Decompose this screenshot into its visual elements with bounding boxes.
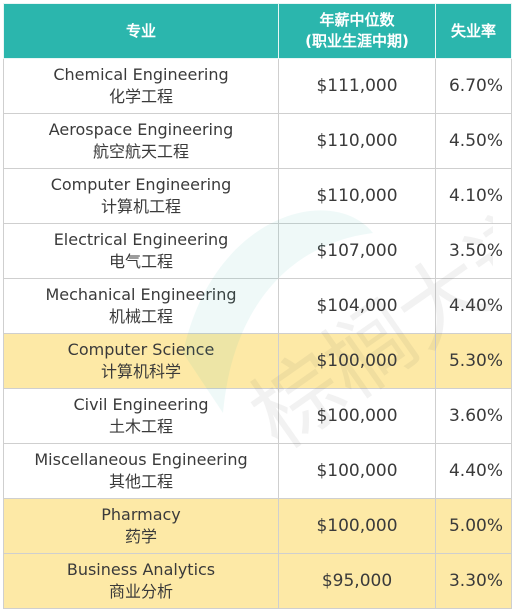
major-cell: Pharmacy 药学	[3, 498, 279, 554]
major-cell: Electrical Engineering 电气工程	[3, 223, 279, 279]
salary-cell: $110,000	[278, 113, 436, 169]
major-zh: 电气工程	[108, 252, 173, 271]
major-en: Aerospace Engineering	[48, 120, 234, 139]
unemployment-cell: 4.40%	[435, 443, 512, 499]
header-major: 专业	[3, 3, 279, 59]
major-en: Electrical Engineering	[53, 230, 229, 249]
major-cell: Mechanical Engineering 机械工程	[3, 278, 279, 334]
major-zh: 机械工程	[108, 307, 173, 326]
unemployment-cell: 5.00%	[435, 498, 512, 554]
salary-table-container: 专业 年薪中位数 (职业生涯中期) 失业率 Chemical Engineeri…	[3, 3, 512, 609]
major-zh: 土木工程	[108, 417, 173, 436]
major-zh: 其他工程	[108, 472, 173, 491]
salary-cell: $95,000	[278, 553, 436, 609]
major-zh: 计算机工程	[100, 197, 181, 216]
major-zh: 药学	[124, 527, 157, 546]
table-row: Aerospace Engineering 航空航天工程 $110,000 4.50%	[3, 113, 512, 169]
major-zh: 航空航天工程	[92, 142, 189, 161]
major-cell: Computer Engineering 计算机工程	[3, 168, 279, 224]
header-unemployment: 失业率	[435, 3, 512, 59]
major-cell: Civil Engineering 土木工程	[3, 388, 279, 444]
major-zh: 计算机科学	[100, 362, 181, 381]
header-salary-line1: 年薪中位数	[319, 11, 395, 29]
table-row: Pharmacy 药学 $100,000 5.00%	[3, 498, 512, 554]
major-en: Chemical Engineering	[53, 65, 229, 84]
salary-cell: $100,000	[278, 388, 436, 444]
major-en: Civil Engineering	[73, 395, 209, 414]
major-en: Mechanical Engineering	[45, 285, 237, 304]
table-row: Computer Engineering 计算机工程 $110,000 4.10%	[3, 168, 512, 224]
major-cell: Miscellaneous Engineering 其他工程	[3, 443, 279, 499]
major-zh: 商业分析	[108, 582, 173, 601]
table-row: Mechanical Engineering 机械工程 $104,000 4.40%	[3, 278, 512, 334]
salary-cell: $100,000	[278, 443, 436, 499]
table-row: Civil Engineering 土木工程 $100,000 3.60%	[3, 388, 512, 444]
major-cell: Business Analytics 商业分析	[3, 553, 279, 609]
table-row: Business Analytics 商业分析 $95,000 3.30%	[3, 553, 512, 609]
unemployment-cell: 5.30%	[435, 333, 512, 389]
unemployment-cell: 3.60%	[435, 388, 512, 444]
table-body: Chemical Engineering 化学工程 $111,000 6.70% Aer…	[3, 58, 512, 609]
header-salary-line2: (职业生涯中期)	[305, 32, 409, 50]
salary-table: 专业 年薪中位数 (职业生涯中期) 失业率 Chemical Engineeri…	[3, 3, 512, 609]
unemployment-cell: 4.40%	[435, 278, 512, 334]
major-cell: Chemical Engineering 化学工程	[3, 58, 279, 114]
major-en: Computer Science	[67, 340, 215, 359]
salary-cell: $111,000	[278, 58, 436, 114]
major-en: Computer Engineering	[50, 175, 232, 194]
unemployment-cell: 3.50%	[435, 223, 512, 279]
salary-cell: $107,000	[278, 223, 436, 279]
salary-cell: $110,000	[278, 168, 436, 224]
table-header-row: 专业 年薪中位数 (职业生涯中期) 失业率	[3, 3, 512, 59]
salary-cell: $100,000	[278, 498, 436, 554]
major-cell: Aerospace Engineering 航空航天工程	[3, 113, 279, 169]
unemployment-cell: 4.50%	[435, 113, 512, 169]
salary-cell: $104,000	[278, 278, 436, 334]
unemployment-cell: 3.30%	[435, 553, 512, 609]
table-row: Computer Science 计算机科学 $100,000 5.30%	[3, 333, 512, 389]
major-en: Pharmacy	[101, 505, 181, 524]
unemployment-cell: 4.10%	[435, 168, 512, 224]
salary-cell: $100,000	[278, 333, 436, 389]
unemployment-cell: 6.70%	[435, 58, 512, 114]
table-row: Miscellaneous Engineering 其他工程 $100,000 4.4…	[3, 443, 512, 499]
header-salary: 年薪中位数 (职业生涯中期)	[278, 3, 436, 59]
major-en: Business Analytics	[66, 560, 216, 579]
table-row: Electrical Engineering 电气工程 $107,000 3.50%	[3, 223, 512, 279]
major-cell: Computer Science 计算机科学	[3, 333, 279, 389]
major-en: Miscellaneous Engineering	[34, 450, 248, 469]
table-row: Chemical Engineering 化学工程 $111,000 6.70%	[3, 58, 512, 114]
major-zh: 化学工程	[108, 87, 173, 106]
